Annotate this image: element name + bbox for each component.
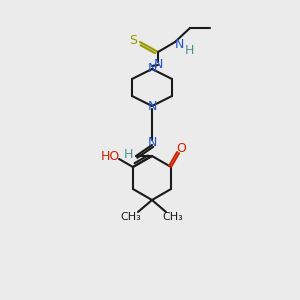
Text: N: N bbox=[147, 100, 157, 112]
Text: HO: HO bbox=[100, 149, 120, 163]
Text: H: H bbox=[184, 44, 194, 56]
Text: N: N bbox=[147, 136, 157, 148]
Text: O: O bbox=[176, 142, 186, 154]
Text: H: H bbox=[123, 148, 133, 160]
Text: CH₃: CH₃ bbox=[121, 212, 141, 222]
Text: S: S bbox=[129, 34, 137, 46]
Text: N: N bbox=[147, 62, 157, 76]
Text: N: N bbox=[174, 38, 184, 52]
Text: CH₃: CH₃ bbox=[163, 212, 183, 222]
Text: N: N bbox=[153, 58, 163, 71]
